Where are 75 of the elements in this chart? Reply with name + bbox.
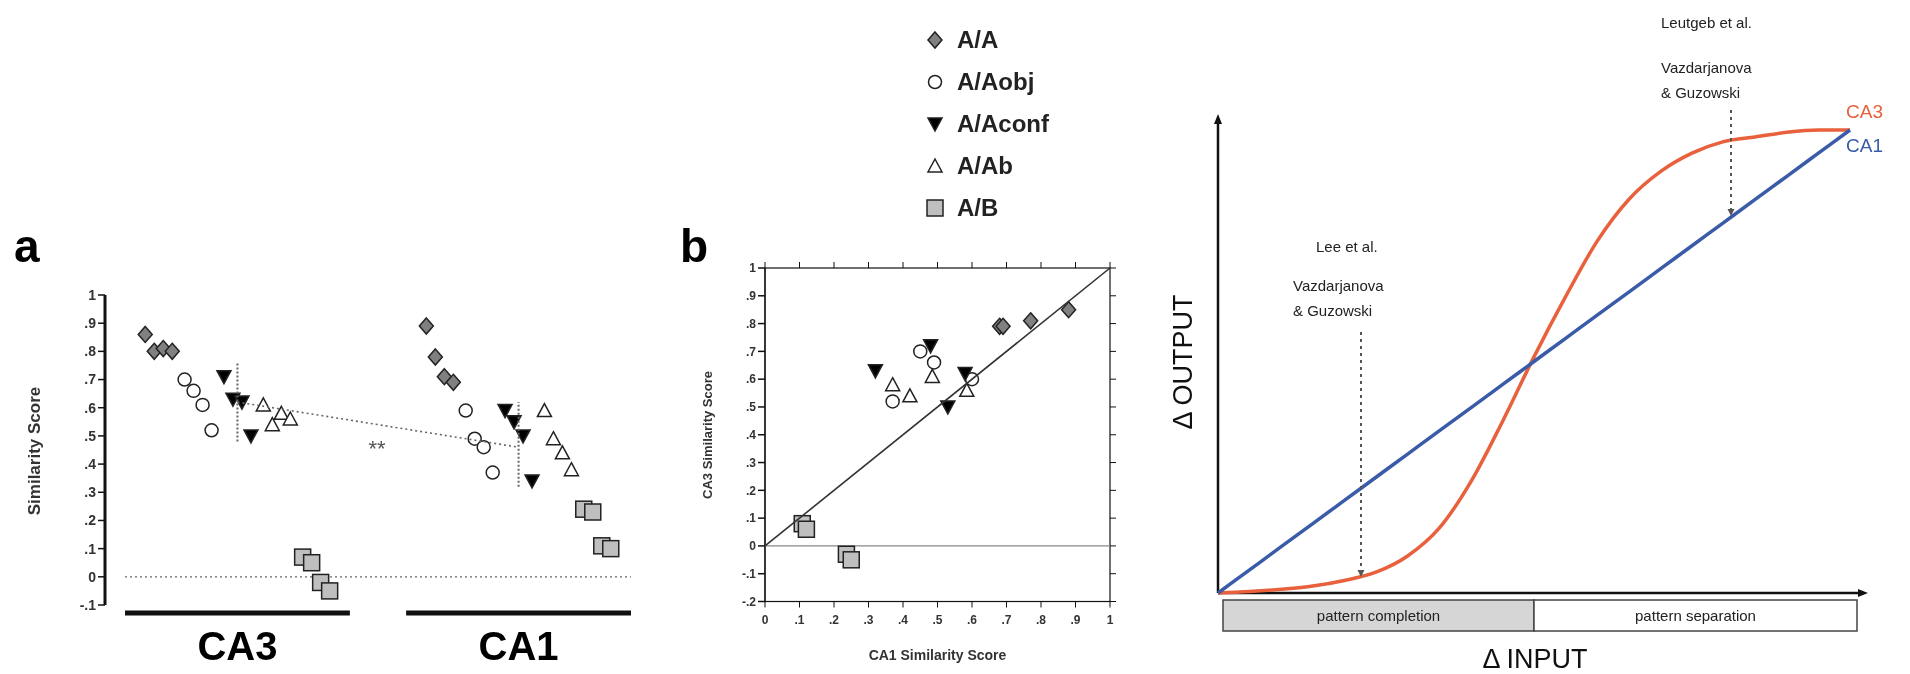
x-tick-label: .1 [794, 612, 805, 627]
y-tick-label: .4 [84, 455, 97, 472]
legend-label: A/A [957, 26, 999, 54]
point [913, 344, 928, 359]
text: pattern completion [1316, 607, 1441, 624]
legend-label: A/B [957, 194, 999, 222]
y-tick-label: .4 [745, 427, 757, 442]
chart-title: b [680, 220, 709, 272]
point [902, 388, 918, 403]
y-axis-title: CA3 Similarity Score [700, 371, 715, 499]
y-tick-label: .6 [84, 399, 97, 416]
y-tick-label: 0 [88, 568, 97, 585]
point [1022, 312, 1039, 330]
y-tick-label: .9 [84, 315, 97, 332]
y-tick-label: -.1 [79, 596, 97, 613]
x-tick-label: .8 [1035, 612, 1047, 627]
y-tick-label: 0 [749, 539, 757, 554]
point [842, 551, 860, 569]
x-tick-label: 0 [761, 612, 769, 627]
x-tick-label: .6 [966, 612, 978, 627]
annotation: Vazdarjanova & Guzowski [1293, 277, 1385, 319]
point [884, 376, 901, 392]
point [959, 382, 975, 398]
legend-label: A/Ab [957, 152, 1013, 180]
point [995, 317, 1011, 336]
point [867, 364, 884, 379]
y-tick-label: .1 [745, 511, 757, 526]
point [885, 394, 900, 409]
point [922, 339, 939, 354]
x-tick-label: CA1 [478, 624, 559, 668]
chart-title: a [14, 220, 40, 272]
point [940, 400, 956, 415]
series-label: CA3 [1846, 101, 1883, 122]
legend-label: A/Aconf [957, 110, 1050, 138]
x-axis-title: Δ INPUT [1482, 644, 1588, 674]
y-tick-label: .6 [745, 372, 757, 387]
text: pattern separation [1635, 607, 1756, 624]
point [926, 355, 942, 370]
y-tick-label: .5 [84, 427, 97, 444]
y-tick-label: .1 [84, 540, 97, 557]
x-tick-label: CA3 [197, 624, 278, 668]
annotation: ** [368, 436, 386, 461]
y-tick-label: -.1 [741, 566, 757, 581]
text: Vazdarjanova & Guzowski [1661, 59, 1753, 101]
y-tick-label: -.2 [741, 594, 757, 609]
point [957, 366, 973, 382]
y-tick-label: .7 [745, 344, 757, 359]
y-tick-label: .2 [745, 483, 757, 498]
y-tick-label: .3 [745, 455, 757, 470]
y-tick-label: .3 [84, 484, 97, 501]
x-tick-label: .9 [1070, 612, 1081, 627]
point [924, 368, 941, 384]
text: Leutgeb et al. [1661, 14, 1752, 31]
y-tick-label: 1 [88, 286, 97, 303]
series-label: CA1 [1846, 135, 1883, 156]
x-axis-title: CA1 Similarity Score [868, 647, 1007, 663]
y-axis-title: Δ OUTPUT [1168, 294, 1198, 430]
x-tick-label: .3 [863, 612, 874, 627]
y-tick-label: .5 [745, 400, 757, 415]
x-tick-label: .2 [828, 612, 840, 627]
x-tick-label: .5 [932, 612, 943, 627]
x-tick-label: .4 [897, 612, 909, 627]
y-tick-label: .8 [84, 343, 97, 360]
y-tick-label: .7 [84, 371, 97, 388]
point [1060, 300, 1077, 319]
x-tick-label: 1 [1106, 612, 1114, 627]
y-tick-label: .2 [84, 512, 97, 529]
y-axis-title: Similarity Score [25, 386, 44, 516]
x-tick-label: .7 [1001, 612, 1012, 627]
y-tick-label: .9 [745, 288, 757, 303]
annotation: Lee et al. [1316, 238, 1378, 255]
y-tick-label: .8 [745, 316, 757, 331]
y-tick-label: 1 [749, 261, 757, 276]
point [797, 520, 816, 538]
legend-label: A/Aobj [957, 68, 1035, 96]
